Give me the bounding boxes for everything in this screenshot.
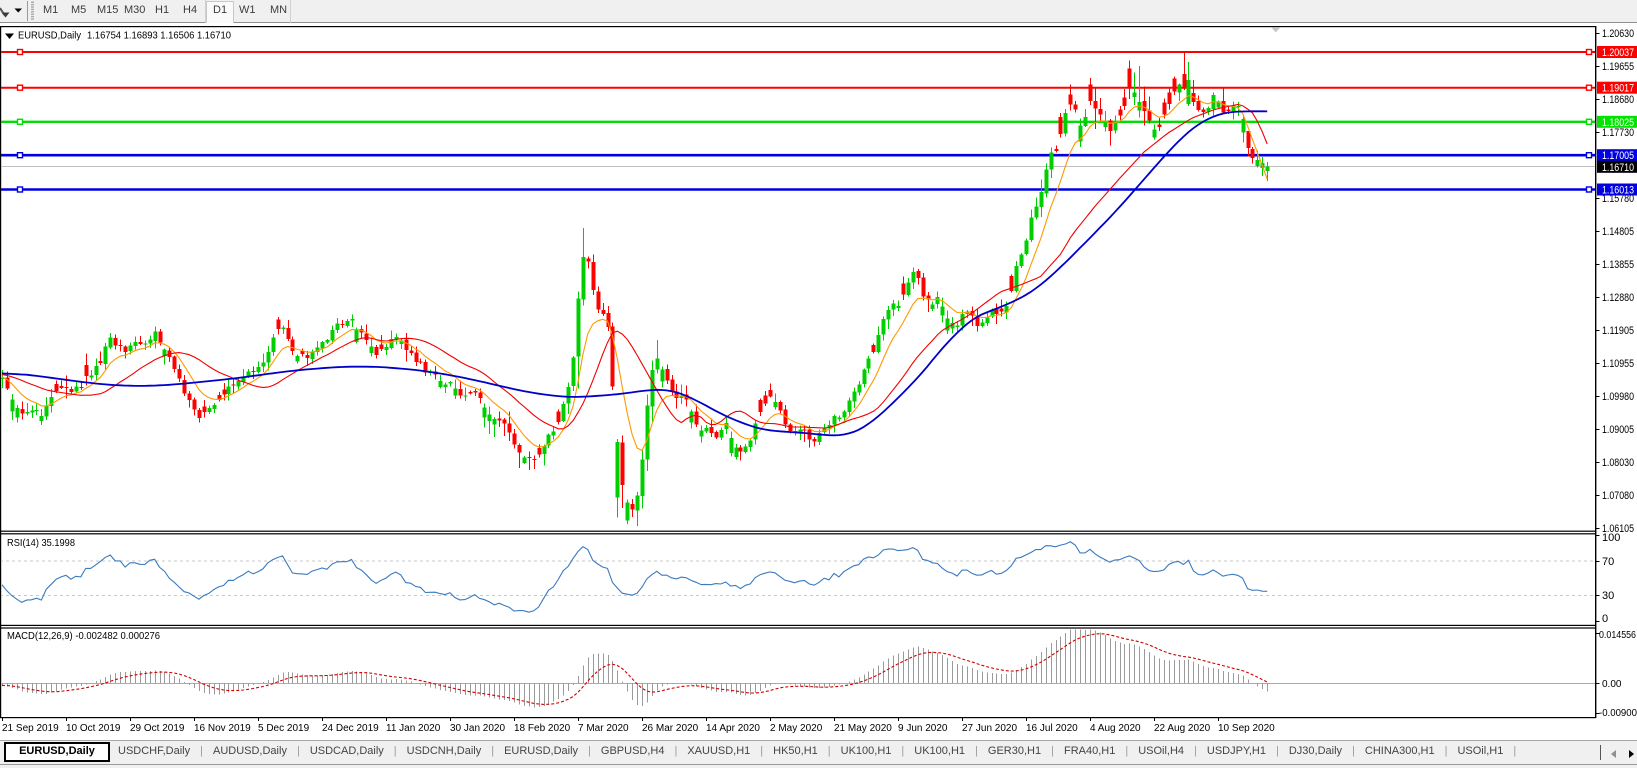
svg-text:1.16013: 1.16013: [1602, 185, 1634, 197]
svg-text:1.06105: 1.06105: [1602, 523, 1634, 535]
svg-text:1.09980: 1.09980: [1602, 391, 1634, 403]
svg-text:1.19017: 1.19017: [1602, 83, 1634, 95]
svg-text:EURUSD,Daily: EURUSD,Daily: [18, 30, 82, 42]
svg-text:1.20037: 1.20037: [1602, 47, 1634, 59]
svg-text:22 Aug 2020: 22 Aug 2020: [1154, 723, 1211, 734]
svg-text:29 Oct 2019: 29 Oct 2019: [130, 723, 185, 734]
svg-text:MACD(12,26,9) -0.002482 0.0002: MACD(12,26,9) -0.002482 0.000276: [7, 630, 160, 642]
svg-text:18 Feb 2020: 18 Feb 2020: [514, 723, 571, 734]
svg-text:100: 100: [1602, 532, 1620, 544]
svg-text:0: 0: [1602, 613, 1608, 625]
svg-text:10 Sep 2020: 10 Sep 2020: [1218, 723, 1275, 734]
svg-text:-0.00900: -0.00900: [1599, 708, 1637, 719]
svg-text:14 Apr 2020: 14 Apr 2020: [706, 723, 760, 734]
svg-text:1.12880: 1.12880: [1602, 292, 1634, 304]
svg-text:5 Dec 2019: 5 Dec 2019: [258, 723, 310, 734]
svg-text:24 Dec 2019: 24 Dec 2019: [322, 723, 379, 734]
svg-text:RSI(14) 35.1998: RSI(14) 35.1998: [7, 537, 75, 549]
svg-text:4 Aug 2020: 4 Aug 2020: [1090, 723, 1141, 734]
svg-text:1.09005: 1.09005: [1602, 424, 1634, 436]
svg-text:1.19655: 1.19655: [1602, 61, 1634, 73]
svg-text:1.16710: 1.16710: [1602, 162, 1634, 174]
svg-text:1.17005: 1.17005: [1602, 150, 1634, 162]
svg-text:1.13855: 1.13855: [1602, 259, 1634, 271]
svg-text:1.18025: 1.18025: [1602, 117, 1634, 129]
svg-text:1.17730: 1.17730: [1602, 127, 1634, 139]
svg-text:1.07080: 1.07080: [1602, 490, 1634, 502]
svg-text:21 May 2020: 21 May 2020: [834, 723, 892, 734]
svg-text:0.014556: 0.014556: [1599, 630, 1636, 641]
svg-text:2 May 2020: 2 May 2020: [770, 723, 823, 734]
svg-text:1.08030: 1.08030: [1602, 457, 1634, 469]
svg-text:9 Jun 2020: 9 Jun 2020: [898, 723, 948, 734]
svg-text:30 Jan 2020: 30 Jan 2020: [450, 723, 505, 734]
svg-text:16 Nov 2019: 16 Nov 2019: [194, 723, 251, 734]
svg-text:1.20630: 1.20630: [1602, 28, 1634, 40]
svg-text:1.10955: 1.10955: [1602, 358, 1634, 370]
svg-text:70: 70: [1602, 556, 1614, 568]
svg-text:16 Jul 2020: 16 Jul 2020: [1026, 723, 1078, 734]
svg-text:7 Mar 2020: 7 Mar 2020: [578, 723, 629, 734]
svg-text:27 Jun 2020: 27 Jun 2020: [962, 723, 1017, 734]
svg-text:11 Jan 2020: 11 Jan 2020: [386, 723, 441, 734]
svg-text:21 Sep 2019: 21 Sep 2019: [2, 723, 59, 734]
svg-text:1.18680: 1.18680: [1602, 94, 1634, 106]
svg-text:1.16754 1.16893 1.16506 1.1671: 1.16754 1.16893 1.16506 1.16710: [87, 30, 231, 42]
svg-text:1.11905: 1.11905: [1602, 325, 1634, 337]
svg-text:30: 30: [1602, 590, 1614, 602]
svg-text:1.15780: 1.15780: [1602, 193, 1634, 205]
svg-text:0.00: 0.00: [1602, 679, 1622, 690]
svg-text:1.14805: 1.14805: [1602, 226, 1634, 238]
svg-text:10 Oct 2019: 10 Oct 2019: [66, 723, 121, 734]
svg-text:26 Mar 2020: 26 Mar 2020: [642, 723, 699, 734]
